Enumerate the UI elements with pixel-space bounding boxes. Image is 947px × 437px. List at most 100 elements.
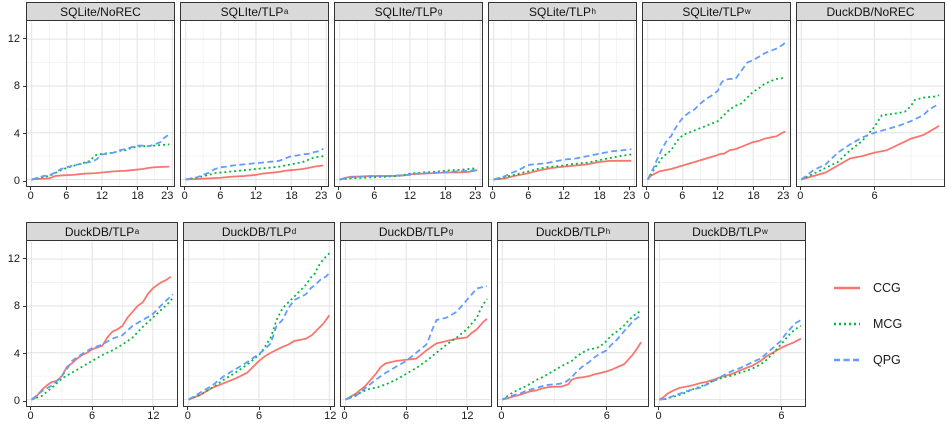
- x-tick-mark: [152, 407, 154, 410]
- facet-panel: SQLite/TLP h 0 6 12 18 23: [488, 2, 637, 204]
- x-tick-mark: [409, 187, 411, 190]
- ccg-line-sample-icon: [834, 286, 860, 289]
- mcg-line-sample-icon: [834, 322, 860, 325]
- series-line-mcg: [501, 309, 642, 401]
- x-tick-mark: [291, 187, 293, 190]
- x-tick-mark: [500, 407, 502, 410]
- legend-label: QPG: [873, 352, 901, 367]
- series-line-qpg: [30, 293, 174, 401]
- x-tick-mark: [329, 407, 331, 410]
- x-tick-mark: [780, 407, 782, 410]
- x-tick-label: 23: [777, 190, 790, 202]
- x-tick-label: 0: [655, 410, 662, 422]
- x-axis: 0 6 12 18 23: [488, 187, 637, 204]
- x-tick-label: 6: [402, 410, 410, 422]
- x-tick-label: 6: [88, 410, 96, 422]
- x-tick-label: 0: [27, 190, 34, 202]
- x-axis: 0 6 12 18 23: [334, 187, 483, 204]
- facet-title: DuckDB/TLP g: [340, 222, 492, 241]
- x-tick-label: 23: [623, 190, 636, 202]
- facet-row-sqlite: 0 4 8 12 SQLite/NoREC 0 6 12 18 23 SQLIte/TLP a 0 6 12…: [0, 2, 947, 205]
- y-tick-mark: [23, 305, 26, 307]
- y-tick-mark: [23, 258, 26, 260]
- x-tick-mark: [799, 187, 801, 190]
- y-tick-label: 8: [13, 80, 20, 93]
- facet-title-subscript: g: [448, 226, 454, 236]
- series-line-qpg: [501, 314, 642, 401]
- y-tick-mark: [23, 180, 26, 182]
- facet-title-text: SQLite/TLP: [682, 4, 745, 19]
- facet-title-text: DuckDB/TLP: [378, 224, 449, 239]
- x-tick-label: 0: [341, 410, 348, 422]
- x-tick-mark: [320, 187, 322, 190]
- x-tick-mark: [30, 187, 32, 190]
- x-tick-mark: [137, 187, 139, 190]
- qpg-line-sample-icon: [834, 358, 860, 361]
- facet-title-text: SQLIte/TLP: [374, 4, 438, 19]
- facet-plot-area: [654, 241, 806, 407]
- x-tick-label: 12: [95, 190, 109, 202]
- x-tick-label: 0: [797, 190, 804, 202]
- y-axis: 0 4 8 12: [0, 222, 26, 425]
- x-axis: 0 6 12: [340, 407, 492, 424]
- x-tick-mark: [753, 187, 755, 190]
- facet-title: SQLite/TLP w: [642, 2, 791, 21]
- x-tick-mark: [166, 187, 168, 190]
- x-tick-label: 0: [181, 190, 188, 202]
- legend-item-ccg: CCG: [833, 281, 929, 295]
- x-tick-mark: [405, 407, 407, 410]
- series-line-mcg: [659, 325, 802, 401]
- x-tick-label: 18: [285, 190, 298, 202]
- series-line-qpg: [185, 147, 324, 181]
- x-axis: 0 6 12 18 23: [180, 187, 329, 204]
- y-tick-label: 0: [13, 395, 20, 408]
- x-tick-label: 6: [679, 190, 686, 202]
- x-tick-mark: [466, 407, 468, 410]
- series-line-mcg: [800, 94, 940, 181]
- facet-title: SQLite/NoREC: [26, 2, 175, 21]
- x-tick-mark: [187, 407, 189, 410]
- x-axis: 0 6 12 18 23: [26, 187, 175, 204]
- series-line-mcg: [646, 76, 786, 181]
- x-tick-mark: [874, 187, 876, 190]
- x-tick-mark: [563, 187, 565, 190]
- series-line-mcg: [493, 153, 632, 181]
- series-line-mcg: [31, 143, 170, 181]
- facet-plot-area: [334, 21, 483, 187]
- x-tick-label: 6: [63, 190, 70, 202]
- facet-title: SQLite/TLP h: [488, 2, 637, 21]
- facet-panel: DuckDB/TLP d 0 6 12: [183, 222, 336, 424]
- x-tick-mark: [338, 187, 340, 190]
- x-tick-label: 6: [525, 190, 532, 202]
- facet-title-text: SQLite/TLP: [529, 4, 592, 19]
- y-tick-label: 0: [13, 175, 20, 188]
- facet-title: SQLIte/TLP g: [334, 2, 483, 21]
- series-line-qpg: [345, 285, 488, 401]
- facet-plot-area: [497, 241, 649, 407]
- x-tick-mark: [373, 187, 375, 190]
- x-tick-label: 18: [593, 190, 606, 202]
- x-tick-label: 12: [249, 190, 263, 202]
- legend-item-qpg: QPG: [833, 353, 929, 367]
- facet-title-subscript: d: [291, 226, 297, 236]
- x-tick-mark: [30, 407, 32, 410]
- facet-panel: SQLIte/TLP a 0 6 12 18 23: [180, 2, 329, 204]
- x-tick-mark: [628, 187, 630, 190]
- facet-panel: SQLite/NoREC 0 6 12 18 23: [26, 2, 175, 204]
- x-tick-mark: [527, 187, 529, 190]
- facet-title-text: DuckDB/TLP: [692, 224, 762, 239]
- facet-title-text: DuckDB/TLP: [64, 224, 135, 239]
- x-tick-label: 6: [371, 190, 378, 202]
- facet-title-text: DuckDB/NoREC: [826, 4, 915, 19]
- series-line-ccg: [659, 337, 802, 401]
- facet-title-subscript: g: [437, 6, 443, 16]
- legend-item-mcg: MCG: [833, 317, 929, 331]
- facet-plot-area: [180, 21, 329, 187]
- y-tick-label: 4: [13, 127, 20, 140]
- facet-plot-area: [488, 21, 637, 187]
- series-line-ccg: [31, 165, 170, 181]
- series-line-ccg: [185, 164, 324, 181]
